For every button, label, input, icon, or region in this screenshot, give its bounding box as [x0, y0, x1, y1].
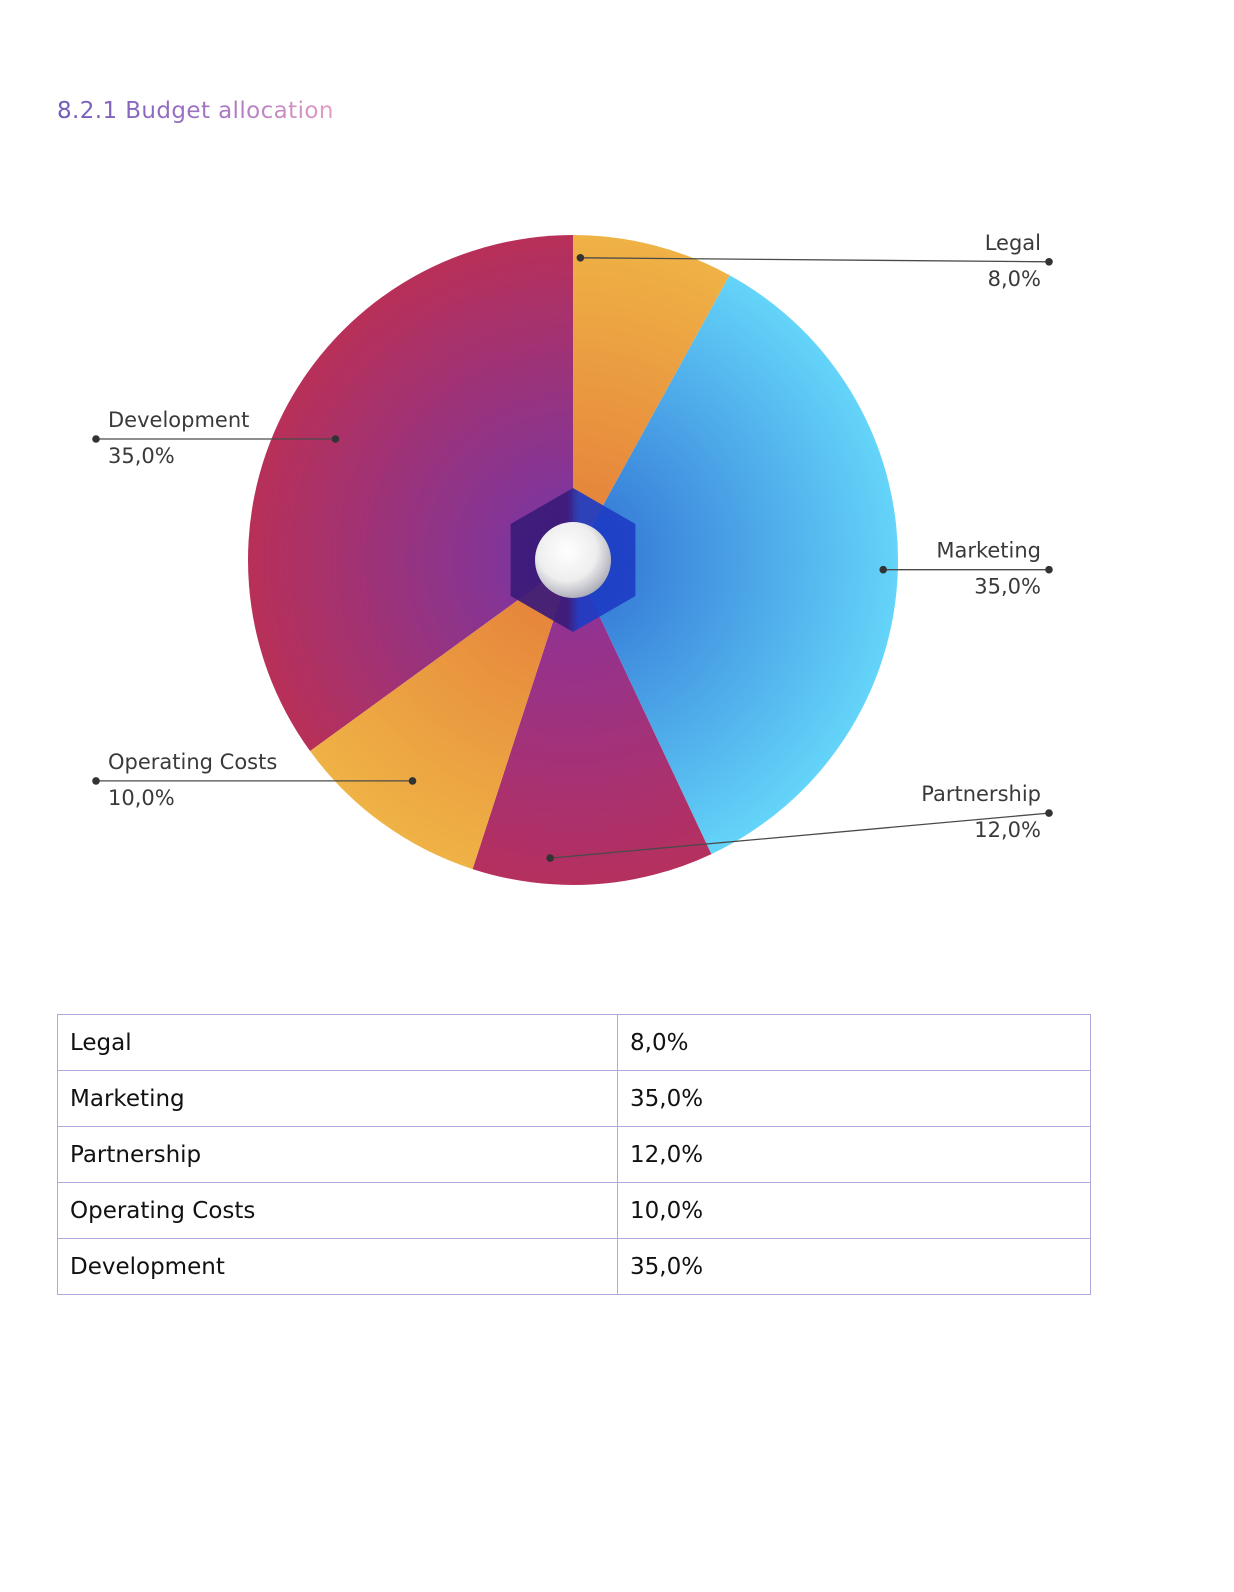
callout-label: Partnership — [921, 782, 1041, 806]
callout-end-dot — [1045, 258, 1053, 266]
callout-label: Operating Costs — [108, 750, 277, 774]
table-cell-name: Operating Costs — [57, 1182, 618, 1239]
callout-value: 10,0% — [108, 786, 175, 810]
callout-partnership: Partnership 12,0% — [546, 782, 1053, 862]
table-cell-name: Marketing — [57, 1070, 618, 1127]
pie-chart-svg: Legal 8,0% Marketing 35,0% Partnership 12,0% O… — [92, 231, 1053, 885]
table-row: Marketing 35,0% — [57, 1070, 1091, 1127]
table-row: Partnership 12,0% — [57, 1126, 1091, 1183]
table-row: Operating Costs 10,0% — [57, 1182, 1091, 1239]
callout-anchor-dot — [879, 565, 887, 574]
table-cell-value: 10,0% — [617, 1182, 1091, 1239]
budget-table: Legal 8,0% Marketing 35,0% Partnership 1… — [57, 1014, 1091, 1295]
callout-anchor-dot — [546, 854, 554, 862]
pie-slices — [248, 235, 899, 885]
callout-end-dot — [92, 777, 100, 785]
callout-label: Legal — [985, 231, 1041, 255]
callout-line — [580, 257, 1050, 263]
callout-development: Development 35,0% — [92, 408, 340, 468]
table-cell-name: Partnership — [57, 1126, 618, 1183]
table-cell-name: Development — [57, 1238, 618, 1295]
callout-value: 8,0% — [988, 267, 1041, 291]
center-sphere — [535, 522, 611, 598]
pie-slice-development — [248, 235, 573, 752]
table-cell-value: 12,0% — [617, 1126, 1091, 1183]
pie-slice-operating-costs — [310, 560, 573, 870]
callout-label: Development — [108, 408, 249, 432]
callout-value: 35,0% — [108, 444, 175, 468]
callout-value: 35,0% — [974, 575, 1041, 599]
callout-line — [550, 812, 1050, 859]
callout-value: 12,0% — [974, 818, 1041, 842]
callout-legal: Legal 8,0% — [576, 231, 1053, 291]
pie-slice-partnership — [472, 560, 712, 885]
pie-slice-marketing — [573, 275, 899, 855]
callout-anchor-dot — [331, 435, 340, 443]
budget-pie-chart: Legal 8,0% Marketing 35,0% Partnership 12,0% O… — [0, 180, 1234, 940]
table-cell-value: 8,0% — [617, 1014, 1091, 1071]
section-title: 8.2.1 Budget allocation — [57, 98, 334, 124]
table-row: Legal 8,0% — [57, 1014, 1091, 1071]
pie-slice-legal — [573, 235, 730, 560]
table-row: Development 35,0% — [57, 1238, 1091, 1295]
pie-center-ornament — [510, 488, 636, 632]
pie-callouts: Legal 8,0% Marketing 35,0% Partnership 12,0% O… — [92, 231, 1053, 862]
callout-end-dot — [92, 435, 100, 443]
callout-anchor-dot — [408, 777, 417, 785]
callout-label: Marketing — [936, 539, 1041, 563]
table-cell-value: 35,0% — [617, 1070, 1091, 1127]
callout-end-dot — [1045, 565, 1053, 574]
callout-operating-costs: Operating Costs 10,0% — [92, 750, 417, 810]
callout-end-dot — [1045, 809, 1053, 817]
table-cell-value: 35,0% — [617, 1238, 1091, 1295]
callout-anchor-dot — [576, 254, 585, 262]
callout-marketing: Marketing 35,0% — [879, 539, 1053, 599]
table-cell-name: Legal — [57, 1014, 618, 1071]
